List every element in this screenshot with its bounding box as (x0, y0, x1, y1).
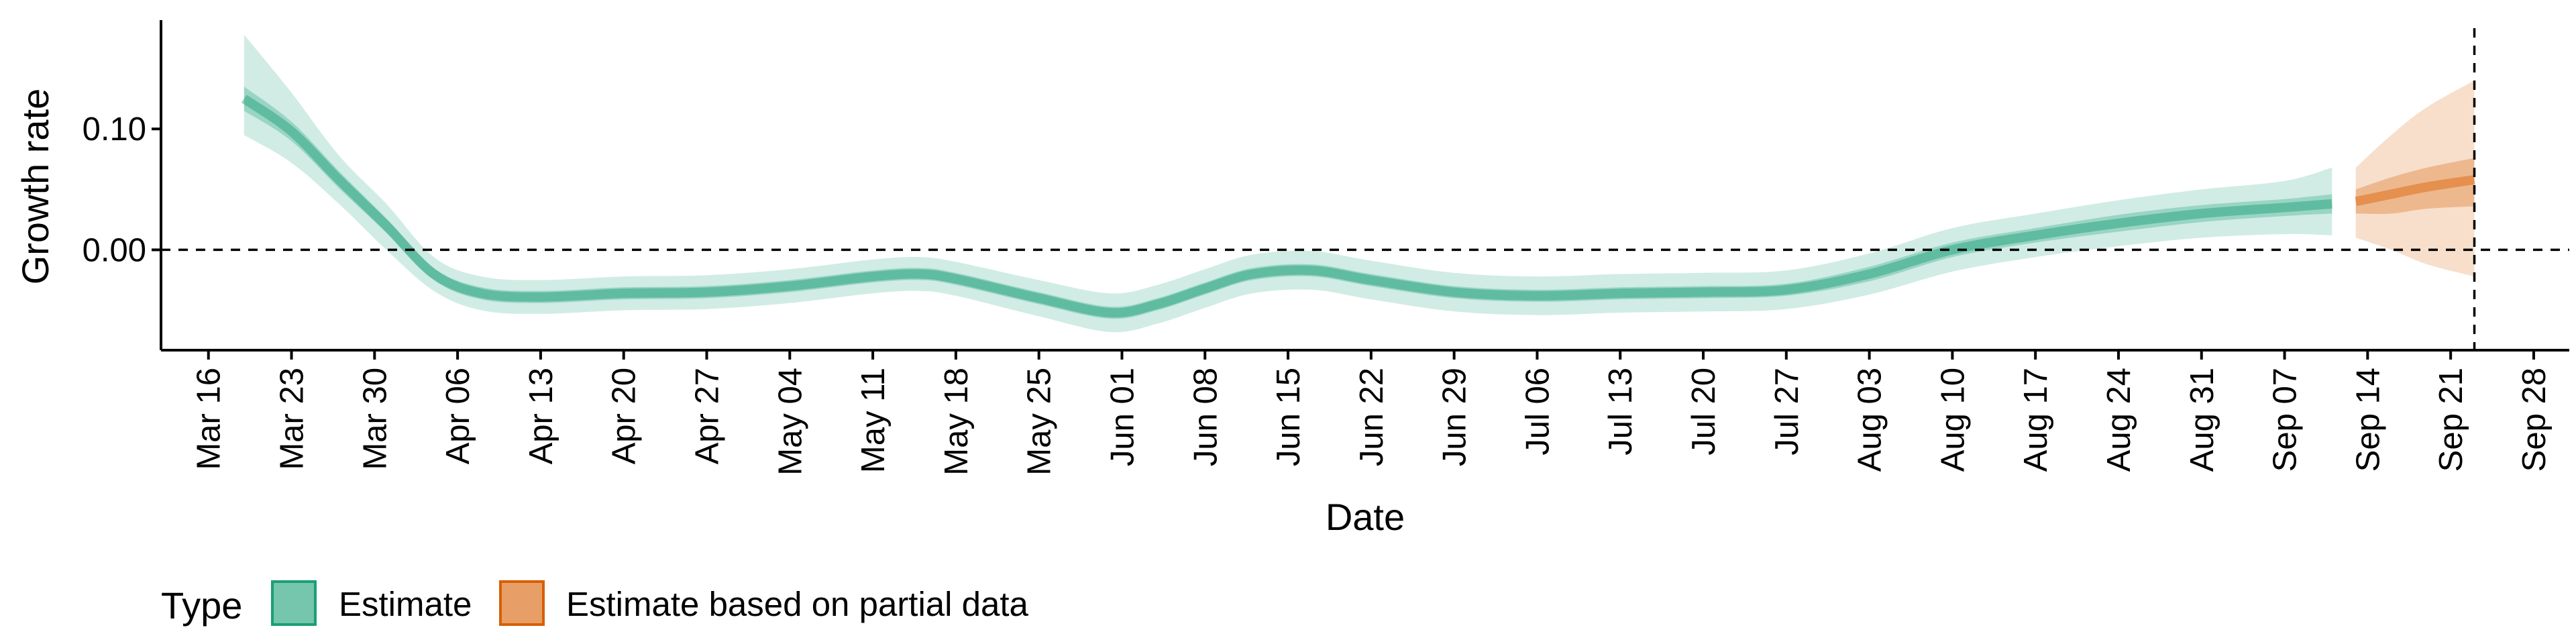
x-tick-label: May 11 (855, 368, 892, 473)
x-tick-label: Aug 10 (1935, 368, 1971, 472)
x-tick-label: May 18 (938, 368, 975, 476)
x-tick-label: Jun 08 (1187, 368, 1224, 466)
x-tick-label: Aug 17 (2018, 368, 2054, 472)
x-tick-label: Aug 31 (2184, 368, 2220, 472)
x-tick-label: Jul 13 (1603, 368, 1639, 455)
legend-title: Type (161, 584, 242, 627)
x-tick-label: Apr 13 (523, 368, 559, 464)
x-tick-label: Apr 06 (440, 368, 476, 464)
y-axis-title: Growth rate (14, 89, 56, 285)
band-90-0 (244, 34, 2332, 333)
y-tick-label: 0.00 (83, 232, 146, 268)
median-line-0 (241, 95, 2332, 318)
x-tick-label: Apr 27 (689, 368, 725, 464)
x-tick-label: May 04 (772, 368, 808, 476)
x-axis-title: Date (1326, 496, 1405, 538)
x-tick-label: Sep 14 (2350, 368, 2386, 472)
x-tick-label: Sep 28 (2516, 368, 2553, 472)
legend-key-1 (499, 580, 545, 626)
x-tick-label: Apr 20 (606, 368, 643, 464)
series-partial-estimate (2355, 80, 2475, 277)
band-90-1 (2355, 80, 2475, 277)
x-tick-label: Aug 24 (2101, 368, 2137, 472)
median-line-1 (2355, 174, 2475, 207)
band-50-0 (244, 87, 2332, 319)
legend-label-0: Estimate (339, 585, 472, 623)
x-tick-label: Mar 30 (357, 368, 393, 470)
x-tick-label: Jun 29 (1437, 368, 1473, 466)
x-tick-label: Mar 16 (191, 368, 227, 470)
x-tick-label: Jun 22 (1354, 368, 1390, 466)
legend: Type Estimate Estimate based on partial d… (161, 580, 1029, 627)
x-tick-label: Jul 27 (1769, 368, 1805, 455)
legend-label-1: Estimate based on partial data (566, 585, 1029, 623)
x-tick-label: Jul 20 (1686, 368, 1722, 455)
x-tick-label: Mar 23 (274, 368, 311, 470)
x-tick-label: Aug 03 (1852, 368, 1888, 472)
x-tick-label: Jun 15 (1271, 368, 1307, 466)
y-tick-label: 0.10 (83, 111, 146, 148)
band-50-1 (2355, 158, 2475, 214)
x-tick-label: Jul 06 (1519, 368, 1556, 455)
x-tick-label: May 25 (1022, 368, 1058, 476)
series-estimate (241, 34, 2332, 333)
reference-lines (161, 28, 2569, 350)
x-tick-label: Jun 01 (1104, 368, 1140, 466)
bands-layer (241, 34, 2475, 333)
x-tick-label: Sep 07 (2267, 368, 2304, 472)
legend-key-0 (271, 580, 317, 626)
x-tick-label: Sep 21 (2433, 368, 2469, 472)
axes: 0.00 0.10 Mar 16 Mar 23 Mar 30 Apr 06 Apr 13 Ap… (83, 20, 2569, 476)
